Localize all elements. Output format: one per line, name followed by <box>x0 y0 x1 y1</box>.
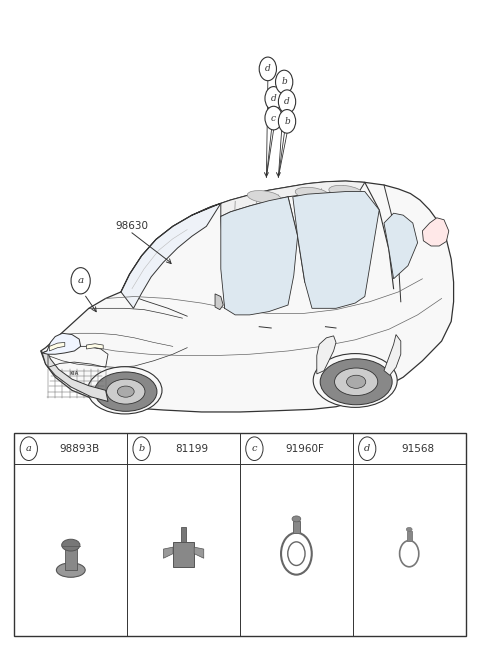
Polygon shape <box>317 336 336 374</box>
Ellipse shape <box>57 563 85 577</box>
Polygon shape <box>384 335 401 375</box>
Polygon shape <box>192 181 365 216</box>
Text: c: c <box>271 113 276 123</box>
Ellipse shape <box>247 191 281 203</box>
Text: d: d <box>364 444 371 453</box>
Ellipse shape <box>95 372 157 411</box>
Polygon shape <box>422 218 449 246</box>
Ellipse shape <box>313 354 397 407</box>
Text: 98630: 98630 <box>116 221 148 231</box>
Bar <box>173 542 194 567</box>
Text: 98893B: 98893B <box>60 443 99 454</box>
Bar <box>180 527 186 542</box>
Text: b: b <box>281 77 287 87</box>
Text: c: c <box>252 444 257 453</box>
Ellipse shape <box>407 527 412 531</box>
Text: d: d <box>265 64 271 73</box>
Ellipse shape <box>292 516 300 522</box>
Bar <box>407 531 412 541</box>
Text: a: a <box>78 276 84 285</box>
Ellipse shape <box>107 379 145 404</box>
Text: 91960F: 91960F <box>286 443 324 454</box>
Polygon shape <box>49 342 65 351</box>
Ellipse shape <box>320 359 392 405</box>
Polygon shape <box>121 203 221 308</box>
Ellipse shape <box>117 386 134 398</box>
Circle shape <box>276 70 293 94</box>
Ellipse shape <box>335 368 378 396</box>
Polygon shape <box>221 197 298 315</box>
Circle shape <box>133 437 150 461</box>
Text: a: a <box>26 444 32 453</box>
Circle shape <box>265 106 282 130</box>
Text: d: d <box>271 94 276 103</box>
Circle shape <box>278 90 296 113</box>
Polygon shape <box>384 213 418 279</box>
Ellipse shape <box>88 367 162 414</box>
Circle shape <box>359 437 376 461</box>
Polygon shape <box>293 192 379 308</box>
Polygon shape <box>86 344 103 349</box>
Bar <box>65 545 76 570</box>
Text: b: b <box>284 117 290 126</box>
Circle shape <box>246 437 263 461</box>
Ellipse shape <box>295 188 329 199</box>
Polygon shape <box>163 547 173 558</box>
Circle shape <box>71 268 90 294</box>
Polygon shape <box>42 333 81 354</box>
Polygon shape <box>215 294 223 310</box>
Polygon shape <box>42 351 108 401</box>
Ellipse shape <box>329 186 362 197</box>
Polygon shape <box>194 547 204 558</box>
Bar <box>14 433 466 636</box>
Text: 81199: 81199 <box>176 443 209 454</box>
Polygon shape <box>41 181 454 412</box>
Circle shape <box>20 437 37 461</box>
Text: b: b <box>138 444 145 453</box>
Ellipse shape <box>61 539 80 551</box>
Text: 91568: 91568 <box>401 443 434 454</box>
Text: KIA: KIA <box>70 371 79 377</box>
Ellipse shape <box>347 375 366 388</box>
Circle shape <box>278 110 296 133</box>
Circle shape <box>265 87 282 110</box>
Circle shape <box>259 57 276 81</box>
Bar <box>292 521 300 533</box>
Text: d: d <box>284 97 290 106</box>
